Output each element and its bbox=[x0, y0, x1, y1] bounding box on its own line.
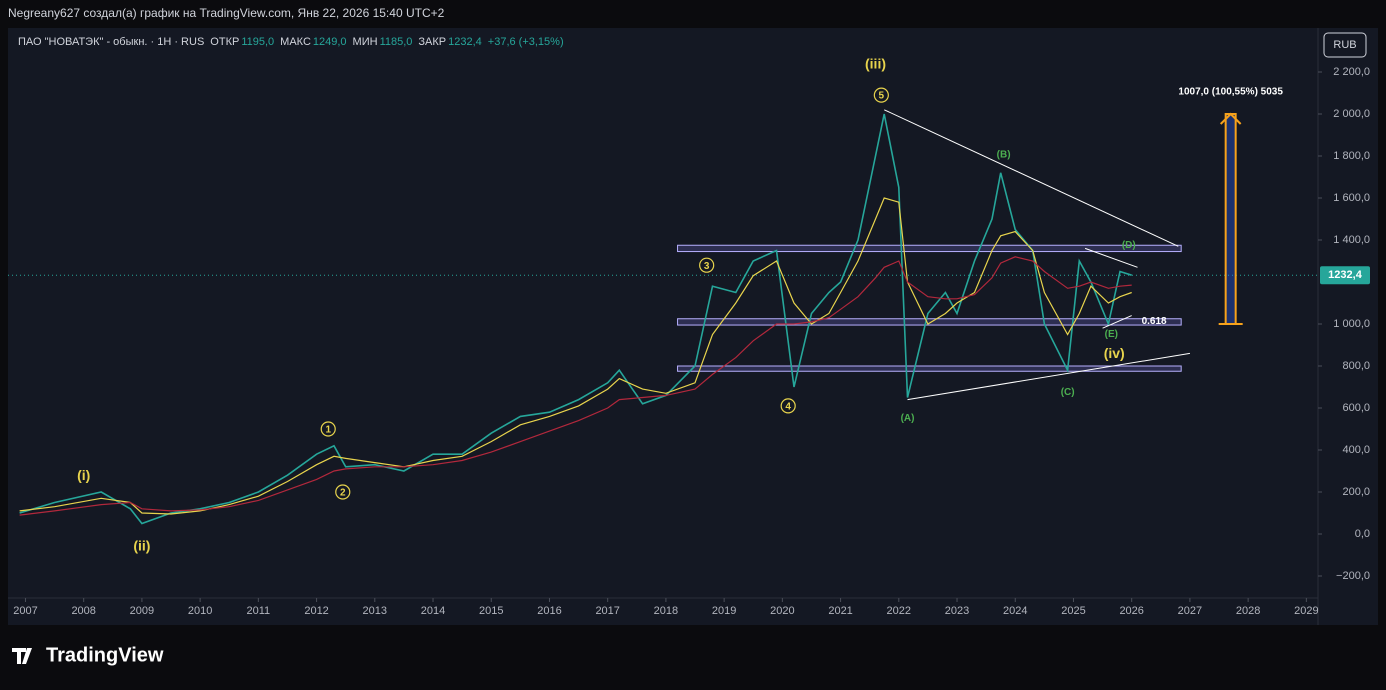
logo-text: TradingView bbox=[46, 644, 164, 666]
wave-label: (i) bbox=[77, 467, 90, 483]
trendline bbox=[907, 352, 1190, 401]
series-line bbox=[19, 113, 1132, 525]
x-tick-label: 2008 bbox=[71, 605, 95, 617]
legend-item: МАКС bbox=[280, 36, 311, 48]
wave-label: (D) bbox=[1122, 240, 1136, 251]
x-tick-label: 2021 bbox=[828, 605, 852, 617]
x-tick-label: 2017 bbox=[595, 605, 619, 617]
wave-circle bbox=[335, 484, 351, 500]
x-tick-label: 2018 bbox=[654, 605, 678, 617]
x-tick-label: 2012 bbox=[304, 605, 328, 617]
x-tick-label: 2020 bbox=[770, 605, 794, 617]
x-tick-label: 2014 bbox=[421, 605, 445, 617]
x-tick-label: 2028 bbox=[1236, 605, 1260, 617]
y-tick-label: 2 000,0 bbox=[1333, 108, 1370, 120]
legend-item: МИН bbox=[353, 36, 378, 48]
series-line bbox=[19, 256, 1132, 516]
x-tick-label: 2025 bbox=[1061, 605, 1085, 617]
y-tick-label: 200,0 bbox=[1342, 486, 1370, 498]
wave-label: 5 bbox=[879, 91, 885, 102]
y-tick-label: 1 000,0 bbox=[1333, 318, 1370, 330]
fib-label: 0.618 bbox=[1142, 316, 1167, 327]
measure-arrowhead bbox=[1219, 112, 1242, 125]
zone bbox=[677, 365, 1182, 372]
y-tick-label: 1 400,0 bbox=[1333, 234, 1370, 246]
x-tick-label: 2029 bbox=[1294, 605, 1318, 617]
x-tick-label: 2009 bbox=[130, 605, 154, 617]
currency[interactable]: RUB bbox=[1333, 39, 1356, 51]
wave-label: (ii) bbox=[133, 537, 150, 553]
x-tick-label: 2011 bbox=[247, 605, 271, 617]
y-tick-label: 400,0 bbox=[1342, 444, 1370, 456]
legend-item: ПАО "НОВАТЭК" - обыкн. · 1H · RUS bbox=[18, 36, 204, 48]
x-tick-label: 2010 bbox=[188, 605, 212, 617]
trendline bbox=[1084, 247, 1138, 268]
legend-item: ЗАКР bbox=[418, 36, 446, 48]
legend-item: ОТКР bbox=[210, 36, 239, 48]
legend-item: 1195,0 bbox=[241, 36, 274, 48]
y-tick-label: 600,0 bbox=[1342, 402, 1370, 414]
y-tick-label: −200,0 bbox=[1336, 570, 1370, 582]
x-tick-label: 2015 bbox=[479, 605, 503, 617]
wave-label: (E) bbox=[1105, 329, 1118, 340]
legend-item: 1185,0 bbox=[380, 36, 413, 48]
legend-item: 1232,4 bbox=[448, 36, 482, 48]
chart-panel bbox=[8, 28, 1378, 625]
x-tick-label: 2024 bbox=[1003, 605, 1027, 617]
wave-circle bbox=[699, 257, 715, 273]
wave-label: (C) bbox=[1061, 387, 1075, 398]
last-price-label: 1232,4 bbox=[1328, 269, 1363, 281]
x-tick-label: 2023 bbox=[945, 605, 969, 617]
measure-box bbox=[1224, 113, 1237, 325]
wave-label: (A) bbox=[901, 413, 915, 424]
x-tick-label: 2027 bbox=[1178, 605, 1202, 617]
trendline bbox=[1102, 315, 1132, 329]
legend-item: +37,6 (+3,15%) bbox=[488, 36, 564, 48]
measure-label: 1007,0 (100,55%) 5035 bbox=[1178, 87, 1283, 98]
y-tick-label: 1 800,0 bbox=[1333, 150, 1370, 162]
last-price-tag bbox=[1320, 266, 1370, 285]
x-tick-label: 2013 bbox=[363, 605, 387, 617]
y-tick-label: 2 200,0 bbox=[1333, 66, 1370, 78]
zone bbox=[677, 244, 1182, 253]
y-tick-label: 1 600,0 bbox=[1333, 192, 1370, 204]
series-line bbox=[19, 197, 1132, 515]
wave-label: (iii) bbox=[865, 55, 886, 71]
caption: Negreany627 создал(а) график на TradingV… bbox=[8, 6, 445, 20]
wave-label: (iv) bbox=[1104, 345, 1125, 361]
logo: TradingView bbox=[12, 644, 164, 666]
wave-circle bbox=[780, 398, 796, 414]
x-tick-label: 2016 bbox=[537, 605, 561, 617]
wave-circle bbox=[320, 421, 336, 437]
currency-button[interactable] bbox=[1323, 32, 1367, 58]
trendline bbox=[884, 109, 1179, 247]
wave-label: 4 bbox=[785, 402, 791, 413]
y-tick-label: 800,0 bbox=[1342, 360, 1370, 372]
logo-icon bbox=[12, 648, 32, 664]
x-tick-label: 2026 bbox=[1119, 605, 1143, 617]
wave-label: 3 bbox=[704, 261, 710, 272]
wave-label: (B) bbox=[997, 150, 1011, 161]
wave-label: 2 bbox=[340, 488, 346, 499]
wave-label: 1 bbox=[325, 425, 331, 436]
x-tick-label: 2022 bbox=[887, 605, 911, 617]
legend-item: 1249,0 bbox=[313, 36, 347, 48]
y-tick-label: 0,0 bbox=[1355, 528, 1370, 540]
x-tick-label: 2019 bbox=[712, 605, 736, 617]
x-tick-label: 2007 bbox=[13, 605, 37, 617]
wave-circle bbox=[873, 87, 889, 103]
zone bbox=[677, 318, 1182, 326]
